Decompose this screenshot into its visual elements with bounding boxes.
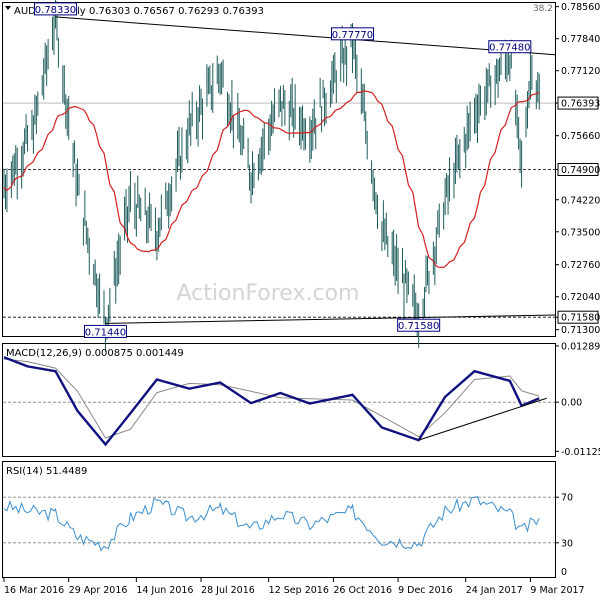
- price-annotation: 0.78330: [33, 2, 77, 16]
- macd-tick-label: 0.00: [561, 398, 582, 409]
- price-annotation: 0.77770: [330, 27, 374, 41]
- price-tick-highlight: [557, 310, 599, 324]
- price-annotation-label: 0.78330: [35, 5, 76, 16]
- price-annotation: 0.77480: [488, 40, 532, 54]
- time-tick-label: 24 Jan 2017: [466, 585, 523, 596]
- time-tick-label: 9 Dec 2016: [398, 585, 453, 596]
- price-tick-label: 0.71300: [561, 325, 600, 336]
- macd-trendline: [418, 397, 547, 441]
- price-tick-label: 0.77840: [561, 34, 600, 45]
- price-tick-label: 0.74220: [561, 195, 600, 206]
- time-tick-label: 14 Jun 2016: [136, 585, 193, 596]
- macd-panel-frame: [2, 343, 556, 457]
- macd-line: [3, 356, 540, 447]
- price-tick-label: 0.72040: [561, 292, 600, 303]
- price-tick-label: 0.78560: [561, 2, 600, 13]
- rsi-tick-label: 30: [561, 538, 573, 549]
- moving-average-line: [3, 90, 540, 269]
- time-tick-label: 28 Jul 2016: [201, 585, 255, 596]
- price-tick-label: 0.72760: [561, 260, 600, 271]
- rsi-panel-frame: [2, 461, 556, 578]
- price-annotations: 0.78330 0.77770 0.77480 0.71440 0.71580: [33, 2, 532, 338]
- scale-note: 38.2: [533, 4, 553, 14]
- dropdown-triangle-icon: [5, 6, 11, 10]
- price-trendlines: [55, 16, 556, 324]
- price-tick-highlight: [557, 96, 599, 110]
- time-tick-label: 26 Oct 2016: [333, 585, 392, 596]
- price-tick-highlight: [557, 163, 599, 176]
- rsi-tick-label: 70: [561, 493, 573, 504]
- price-trendline: [55, 16, 556, 56]
- rsi-title: RSI(14) 51.4489: [6, 466, 87, 477]
- macd-title: MACD(12,26,9) 0.000875 0.001449: [6, 348, 184, 359]
- watermark: ActionForex.com: [177, 281, 360, 306]
- price-annotation-label: 0.71580: [398, 321, 439, 332]
- macd-tick-label: -0.011253: [561, 447, 600, 458]
- price-annotation-label: 0.77770: [332, 30, 373, 41]
- rsi-bottom-tick-label: 0: [561, 567, 567, 578]
- macd-trendline: [418, 397, 547, 441]
- price-tick-label: 0.74900: [561, 165, 600, 176]
- price-tick-label: 0.73500: [561, 227, 600, 238]
- price-tick-label: 0.75660: [561, 131, 600, 142]
- time-axis: 16 Mar 2016 29 Apr 2016 14 Jun 2016 28 Jul …: [3, 578, 585, 596]
- ohlc-values: 0.76303 0.76567 0.76293 0.76393: [89, 6, 264, 17]
- macd-tick-label: 0.012894: [561, 341, 600, 352]
- price-axis: 0.78560 0.77840 0.77120 0.76393 0.75660 0.749…: [555, 2, 600, 336]
- rsi-level-lines: [3, 496, 555, 544]
- macd-axis: 0.012894 0.00 -0.011253: [555, 341, 600, 458]
- price-annotation-label: 0.71440: [85, 327, 126, 338]
- price-tick-label: 0.71580: [561, 313, 600, 324]
- time-tick-label: 9 Mar 2017: [530, 585, 584, 596]
- price-tick-label: 0.76393: [561, 99, 600, 110]
- price-tick-label: 0.77120: [561, 66, 600, 77]
- time-tick-label: 29 Apr 2016: [69, 585, 128, 596]
- rsi-axis: 70 30 0: [555, 493, 573, 578]
- price-trendline: [105, 314, 556, 324]
- price-annotation: 0.71440: [83, 324, 127, 338]
- macd-signal-line: [3, 358, 540, 439]
- time-tick-label: 12 Sep 2016: [269, 585, 329, 596]
- price-annotation: 0.71580: [397, 318, 441, 332]
- price-annotation-label: 0.77480: [489, 43, 530, 54]
- rsi-line: [3, 495, 540, 552]
- time-tick-label: 16 Mar 2016: [4, 585, 64, 596]
